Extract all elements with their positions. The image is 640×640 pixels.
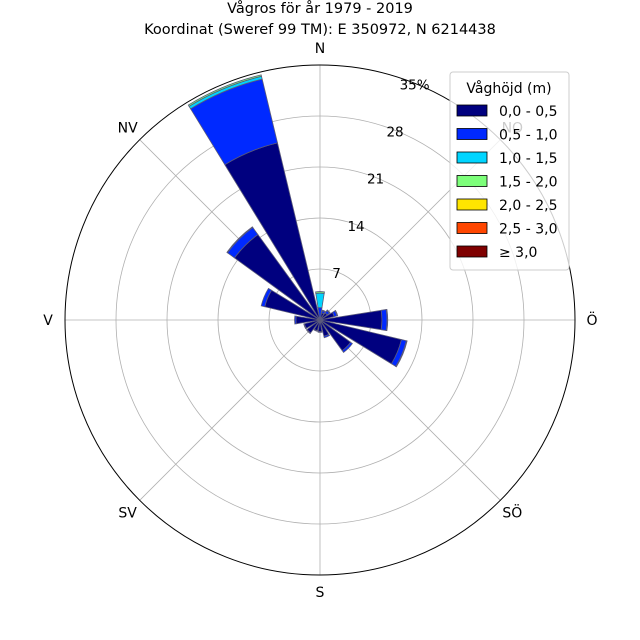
radial-tick-labels: 7 14 21 28 35% <box>332 77 430 281</box>
direction-label: SV <box>118 505 137 521</box>
direction-label: V <box>43 313 53 329</box>
rose-bar-segment <box>380 309 388 331</box>
legend: Våghöjd (m) 0,0 - 0,5 0,5 - 1,0 1,0 - 1,5 1… <box>449 71 570 271</box>
legend-swatch <box>456 128 488 140</box>
rose-bar-segment <box>321 309 326 313</box>
legend-swatch <box>456 175 488 187</box>
rose-bar-segment <box>395 340 408 368</box>
rose-bar-segment <box>315 291 325 294</box>
rose-bar-segment <box>303 323 307 330</box>
direction-label: Ö <box>586 311 597 329</box>
rose-bar-segment <box>187 74 262 107</box>
radial-tick-label: 21 <box>367 172 384 188</box>
legend-swatch <box>456 104 488 117</box>
rose-bar-segment <box>385 308 389 332</box>
rose-bar-segment <box>326 309 331 314</box>
polar-outer-ring <box>64 64 576 576</box>
chart-subtitle: Koordinat (Sweref 99 TM): E 350972, N 62… <box>144 22 496 38</box>
rose-bar-segment <box>334 309 339 317</box>
direction-label: SÖ <box>502 503 522 521</box>
chart-title: Vågros för år 1979 - 2019 <box>227 0 413 17</box>
direction-label: NV <box>118 121 138 137</box>
rose-bar-segment <box>341 341 353 353</box>
legend-swatch <box>456 151 488 164</box>
rose-bar-segment <box>226 226 254 254</box>
rose-bar-segment <box>294 315 297 325</box>
rose-bar-segment <box>317 331 323 333</box>
rose-bar-segment <box>323 333 331 339</box>
legend-swatch <box>456 198 488 211</box>
legend-label: ≥ 3,0 <box>499 245 537 261</box>
rose-bar-segment <box>260 287 273 308</box>
polar-frame <box>64 64 576 576</box>
legend-label: 0,0 - 0,5 <box>499 104 557 120</box>
rose-bar-segment <box>305 328 312 335</box>
legend-frame <box>449 71 570 271</box>
legend-label: 2,0 - 2,5 <box>499 198 557 214</box>
radial-tick-label: 14 <box>347 219 364 235</box>
grid-spoke <box>139 319 321 501</box>
radial-tick-label: 28 <box>386 125 403 141</box>
legend-label: 0,5 - 1,0 <box>499 128 557 144</box>
legend-items: 0,0 - 0,5 0,5 - 1,0 1,0 - 1,5 1,5 - 2,0 2,0 … <box>456 104 557 261</box>
radial-tick-label: 7 <box>332 266 341 282</box>
legend-label: 1,0 - 1,5 <box>499 151 557 167</box>
rose-bar-segment <box>313 328 318 332</box>
radial-tick-label: 35% <box>400 77 430 93</box>
legend-swatch <box>456 245 488 258</box>
direction-label: N <box>315 41 325 57</box>
legend-swatch <box>456 222 488 234</box>
polar-grid <box>65 65 575 575</box>
legend-title: Våghöjd (m) <box>466 80 551 97</box>
legend-label: 1,5 - 2,0 <box>499 175 557 191</box>
direction-label: S <box>316 585 325 601</box>
rose-bars <box>187 74 408 368</box>
grid-spoke <box>319 319 501 501</box>
legend-label: 2,5 - 3,0 <box>499 222 557 238</box>
